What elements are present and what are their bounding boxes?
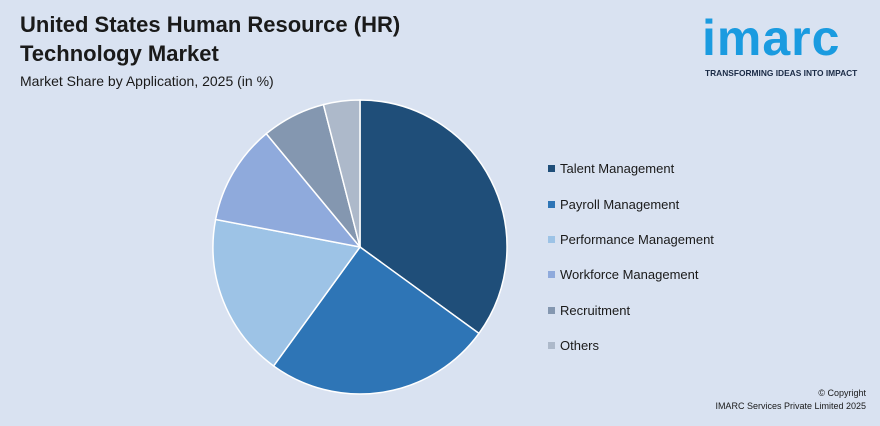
legend-label: Performance Management — [560, 231, 714, 247]
legend-swatch — [548, 306, 555, 314]
pie-slice-talent-management — [359, 99, 508, 335]
legend-swatch — [548, 235, 555, 243]
legend-item: Performance Management — [548, 222, 714, 257]
logo-tagline: TRANSFORMING IDEAS INTO IMPACT — [705, 68, 858, 78]
legend-label: Workforce Management — [560, 267, 699, 283]
legend-item: Others — [548, 328, 714, 363]
legend-swatch — [548, 271, 555, 279]
legend-swatch — [548, 200, 555, 208]
legend-swatch — [548, 165, 555, 173]
pie-slice-workforce-management — [214, 132, 362, 249]
logo-wordmark: imarc — [702, 10, 841, 66]
legend-swatch — [548, 342, 555, 350]
pie-slice-payroll-management — [272, 245, 480, 395]
chart-subtitle: Market Share by Application, 2025 (in %) — [20, 73, 274, 89]
legend-item: Talent Management — [548, 151, 714, 186]
legend-item: Recruitment — [548, 293, 714, 328]
copyright-line: © Copyright — [818, 388, 866, 398]
legend-label: Payroll Management — [560, 196, 680, 212]
legend-item: Workforce Management — [548, 257, 714, 292]
pie-slices — [212, 99, 508, 395]
pie-chart — [212, 99, 508, 395]
legend-label: Talent Management — [560, 161, 675, 177]
pie-slice-others — [322, 99, 361, 248]
copyright-company: IMARC Services Private Limited 2025 — [715, 401, 866, 411]
chart-legend: Talent Management Payroll Management Perfo… — [548, 151, 714, 363]
legend-label: Others — [560, 338, 600, 354]
copyright-notice: © Copyright IMARC Services Private Limit… — [715, 387, 866, 413]
pie-slice-performance-management — [212, 218, 362, 367]
chart-title: United States Human Resource (HR) Techno… — [20, 12, 401, 66]
legend-item: Payroll Management — [548, 186, 714, 221]
legend-label: Recruitment — [560, 302, 631, 318]
imarc-logo: imarc TRANSFORMING IDEAS INTO IMPACT — [702, 6, 872, 82]
